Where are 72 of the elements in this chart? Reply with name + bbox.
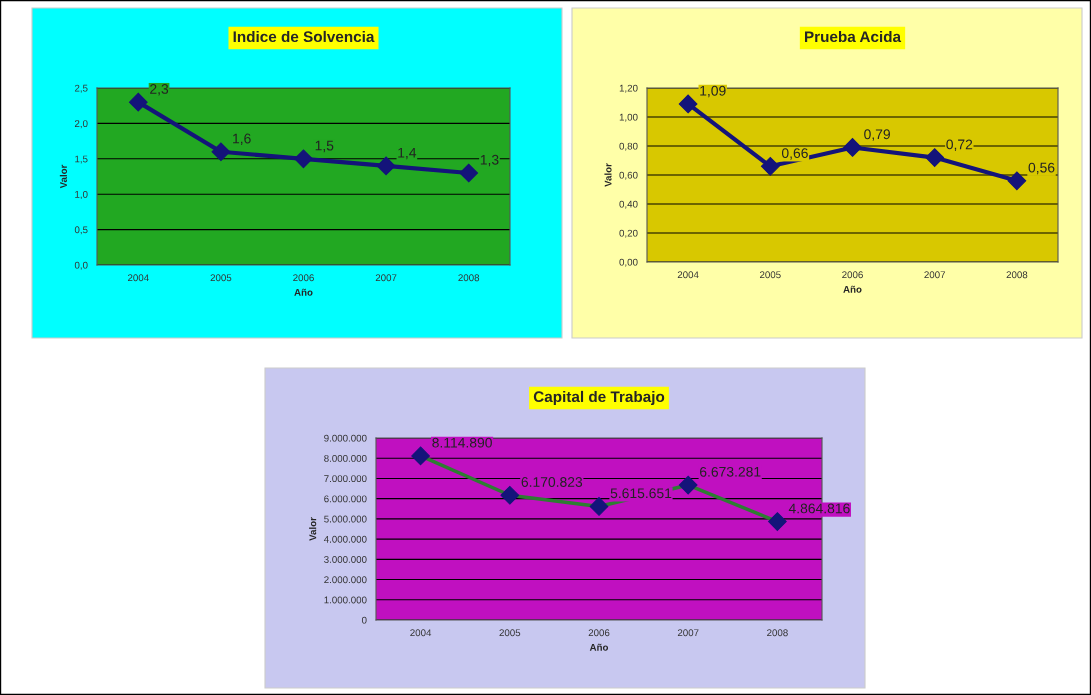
y-tick-label: 0,00	[619, 258, 638, 267]
data-label: 1,5	[315, 140, 334, 153]
y-tick-label: 0,5	[74, 226, 88, 235]
y-tick-label: 1.000.000	[324, 596, 367, 604]
y-tick-label: 1,20	[619, 84, 638, 93]
x-tick-label: 2006	[293, 274, 314, 282]
x-tick-label: 2005	[759, 271, 781, 279]
x-axis-title: Año	[843, 285, 862, 293]
y-tick-label: 0,0	[74, 261, 88, 270]
x-tick-label: 2007	[924, 271, 946, 279]
y-tick-label: 0,20	[619, 229, 638, 238]
x-tick-label: 2007	[677, 629, 699, 637]
x-tick-label: 2008	[767, 629, 788, 637]
y-tick-label: 0,60	[619, 171, 638, 180]
y-tick-label: 2,5	[74, 84, 88, 93]
y-tick-label: 4.000.000	[323, 535, 367, 543]
x-tick-label: 2004	[410, 629, 432, 637]
chart-title: Indice de Solvencia	[233, 30, 375, 43]
y-tick-label: 7.000.000	[324, 475, 367, 483]
y-axis-title: Valor	[309, 517, 317, 541]
data-label: 1,3	[480, 154, 499, 167]
chart-title: Prueba Acida	[804, 30, 902, 43]
point	[1007, 171, 1027, 191]
data-label: 2,3	[150, 84, 169, 96]
data-label: 8.114.890	[432, 437, 492, 448]
x-tick-label: 2006	[842, 271, 863, 279]
y-tick-label: 9.000.000	[324, 434, 367, 442]
point	[925, 148, 945, 167]
data-label: 0,72	[946, 139, 973, 151]
point	[678, 94, 698, 114]
x-tick-label: 2008	[1006, 271, 1028, 279]
chart-title: Capital de Trabajo	[533, 390, 665, 406]
point	[128, 92, 148, 112]
x-axis-title: Año	[589, 643, 609, 651]
data-label: 0,66	[781, 148, 808, 160]
y-tick-label: 8.000.000	[324, 454, 367, 462]
data-label: 1,4	[398, 147, 417, 160]
point	[760, 156, 780, 176]
y-tick-label: 1,5	[75, 155, 88, 164]
x-tick-label: 2004	[677, 271, 699, 279]
x-tick-label: 2005	[210, 274, 232, 282]
x-tick-label: 2008	[458, 274, 480, 282]
x-tick-label: 2004	[127, 274, 149, 282]
y-tick-label: 5.000.000	[324, 515, 367, 523]
data-label: 1,09	[700, 85, 726, 98]
y-tick-label: 0,80	[619, 142, 638, 151]
x-axis-title: Año	[294, 288, 313, 296]
data-label: 5.615.651	[610, 488, 672, 499]
y-axis-title: Valor	[59, 164, 67, 189]
y-tick-label: 6.000.000	[324, 495, 367, 503]
y-tick-label: 2.000.000	[324, 576, 367, 584]
point	[376, 156, 396, 176]
y-tick-label: 0,40	[619, 200, 638, 209]
y-tick-label: 2,0	[74, 120, 88, 129]
x-tick-label: 2005	[499, 629, 521, 637]
y-tick-label: 0	[361, 616, 367, 624]
data-label: 0,56	[1028, 162, 1055, 175]
x-tick-label: 2007	[375, 274, 397, 282]
point	[294, 149, 313, 169]
data-label: 0,79	[864, 129, 890, 141]
data-label: 1,6	[233, 133, 251, 146]
data-label: 4.864.816	[788, 503, 850, 514]
data-label: 6.170.823	[521, 477, 583, 487]
point	[843, 138, 862, 157]
y-axis-title: Valor	[604, 163, 612, 187]
y-tick-label: 1,00	[619, 113, 638, 122]
x-tick-label: 2006	[588, 629, 610, 637]
point	[211, 142, 231, 162]
y-tick-label: 1,0	[75, 190, 88, 199]
point	[459, 163, 479, 183]
data-label: 6.673.281	[700, 466, 761, 477]
y-tick-label: 3.000.000	[324, 556, 367, 563]
